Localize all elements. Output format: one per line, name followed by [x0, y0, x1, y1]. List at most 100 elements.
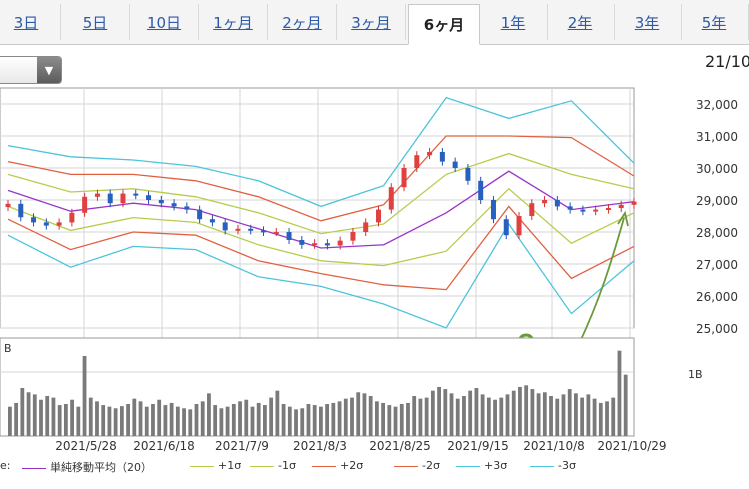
legend-swatch [394, 465, 418, 467]
x-tick-label: 2021/6/18 [133, 439, 195, 453]
candle-body [350, 232, 356, 241]
legend-prefix: e: [0, 459, 11, 472]
volume-bar [231, 404, 236, 436]
volume-bar [157, 399, 162, 436]
candle-body [542, 200, 548, 204]
volume-bar [499, 397, 504, 436]
volume-bar [275, 390, 280, 436]
chevron-down-icon[interactable]: ▼ [37, 57, 61, 83]
tab-3ヶ月[interactable]: 3ヶ月 [337, 4, 406, 40]
volume-bar [567, 389, 572, 436]
volume-bar [474, 388, 479, 436]
y-tick-label: 31,000 [696, 130, 738, 144]
candle-body [324, 243, 330, 246]
volume-bar [132, 398, 137, 436]
volume-bar [399, 404, 404, 436]
volume-bar [8, 406, 12, 436]
volume-bar [269, 397, 274, 436]
y-tick-label: 27,000 [696, 258, 738, 272]
legend-swatch [456, 465, 480, 467]
tab-2年[interactable]: 2年 [546, 4, 615, 40]
volume-bar [518, 386, 522, 436]
tab-2ヶ月[interactable]: 2ヶ月 [268, 4, 337, 40]
volume-bar [319, 406, 323, 436]
indicator-select[interactable]: ▼ [0, 56, 62, 84]
band-line-+1σ [7, 152, 635, 235]
candle-body [605, 208, 611, 210]
volume-bar [424, 397, 429, 436]
legend-swatch [250, 465, 274, 467]
candle-body [18, 203, 24, 218]
legend-swatch [312, 465, 336, 467]
candle-body [554, 200, 560, 207]
annotation-arrow [577, 217, 625, 347]
candle-body [388, 187, 394, 210]
volume-bar [381, 402, 385, 436]
volume-bar [238, 401, 242, 436]
legend-item: +1σ [190, 459, 241, 472]
volume-bar [256, 402, 261, 436]
annotation-arrow-head [617, 210, 629, 227]
volume-bar [580, 397, 585, 436]
legend-swatch [530, 465, 554, 467]
legend-label: +2σ [340, 459, 364, 472]
tab-6ヶ月[interactable]: 6ヶ月 [408, 4, 480, 45]
candle-body [516, 216, 522, 236]
candle-body [529, 203, 535, 216]
candle-body [401, 168, 407, 188]
y-tick-label: 32,000 [696, 98, 738, 112]
volume-bar [287, 406, 292, 436]
candle-body [299, 240, 305, 245]
volume-bar [32, 394, 37, 436]
volume-bar [524, 385, 529, 436]
y-tick-label: 28,000 [696, 226, 738, 240]
tab-1年[interactable]: 1年 [479, 4, 548, 40]
volume-bar [542, 392, 547, 436]
tab-1ヶ月[interactable]: 1ヶ月 [199, 4, 268, 40]
legend-item: +2σ [312, 459, 363, 472]
tab-3日[interactable]: 3日 [0, 4, 61, 40]
candle-body [618, 204, 624, 208]
candle-body [478, 180, 484, 200]
volume-bar [20, 388, 25, 436]
tab-5日[interactable]: 5日 [61, 4, 130, 40]
volume-bar [418, 398, 423, 436]
legend-item: -1σ [250, 459, 296, 472]
candle-body [286, 232, 292, 240]
volume-bar [598, 402, 603, 436]
volume-bar [592, 398, 597, 436]
candle-body [414, 155, 420, 168]
volume-bar [194, 404, 199, 436]
candle-body [312, 243, 318, 246]
tab-3年[interactable]: 3年 [613, 4, 682, 40]
date-readout: 21/10 [705, 52, 749, 71]
volume-bar [82, 356, 87, 436]
candle-body [94, 193, 100, 197]
volume-plot-frame [0, 337, 635, 437]
x-tick-label: 2021/9/15 [447, 439, 509, 453]
candle-body [197, 209, 203, 220]
volume-bar [76, 406, 81, 436]
volume-bar [574, 393, 578, 436]
y-tick-label: 25,000 [696, 322, 738, 336]
volume-bar [57, 405, 62, 436]
volume-bar [362, 393, 367, 436]
volume-bar [200, 401, 205, 436]
volume-label-left: B [4, 342, 12, 355]
candle-body [490, 200, 496, 220]
candle-body [5, 203, 11, 208]
legend-label: -1σ [278, 459, 296, 472]
volume-bar [63, 404, 68, 436]
candle-body [567, 206, 573, 210]
volume-bar [393, 406, 398, 436]
volume-bar [51, 397, 56, 436]
volume-bar [356, 392, 361, 436]
y-tick-label: 30,000 [696, 162, 738, 176]
candle-body [56, 222, 62, 226]
volume-bar [312, 405, 317, 436]
volume-bar [325, 404, 330, 436]
tab-10日[interactable]: 10日 [130, 4, 199, 40]
volume-bar [374, 401, 379, 436]
volume-bar [462, 396, 466, 436]
band-line-+2σ [7, 135, 635, 222]
